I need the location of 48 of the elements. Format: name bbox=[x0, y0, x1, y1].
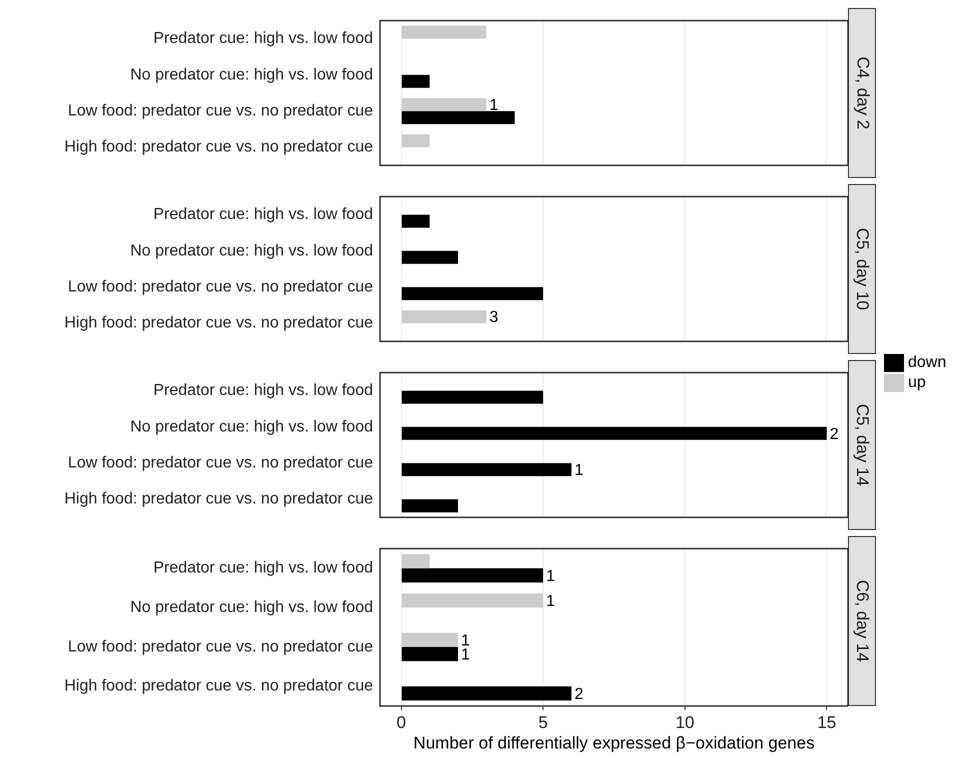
bar bbox=[402, 593, 544, 608]
bar bbox=[402, 250, 458, 264]
annotation: 2 bbox=[830, 426, 839, 443]
y-tick-label: No predator cue: high vs. low food bbox=[130, 418, 373, 436]
y-tick-label: Low food: predator cue vs. no predator cue bbox=[68, 638, 374, 656]
bar bbox=[402, 463, 572, 476]
x-tick-label: 5 bbox=[538, 712, 548, 732]
y-tick-label: Predator cue: high vs. low food bbox=[153, 206, 373, 224]
x-tick-label: 15 bbox=[817, 712, 836, 732]
bar bbox=[402, 632, 458, 647]
y-tick-label: Predator cue: high vs. low food bbox=[153, 560, 373, 577]
bar bbox=[402, 390, 544, 404]
y-tick-label: High food: predator cue vs. no predator cue bbox=[64, 138, 374, 156]
text: C4, day 2 bbox=[852, 56, 872, 130]
y-tick-label: Low food: predator cue vs. no predator cue bbox=[68, 454, 374, 472]
bar bbox=[402, 568, 544, 582]
bar bbox=[402, 310, 486, 324]
annotation: 2 bbox=[574, 686, 584, 703]
y-tick-label: No predator cue: high vs. low food bbox=[130, 599, 373, 616]
bar bbox=[402, 426, 827, 440]
text: C5, day 14 bbox=[852, 404, 872, 486]
annotation: 1 bbox=[546, 568, 556, 585]
y-tick-label: Low food: predator cue vs. no predator cue bbox=[68, 278, 374, 296]
y-tick-label: High food: predator cue vs. no predator cue bbox=[64, 314, 374, 332]
y-tick-label: Low food: predator cue vs. no predator cue bbox=[68, 102, 374, 120]
y-tick-label: Predator cue: high vs. low food bbox=[153, 30, 373, 48]
bar bbox=[402, 214, 430, 228]
annotation: 1 bbox=[546, 592, 556, 610]
bar bbox=[402, 646, 458, 662]
x-tick-label: 10 bbox=[675, 712, 694, 732]
y-tick-label: No predator cue: high vs. low food bbox=[130, 66, 373, 84]
text: C6, day 14 bbox=[852, 580, 872, 662]
bar bbox=[402, 554, 430, 568]
legend-label: up bbox=[908, 374, 926, 392]
legend-label: down bbox=[908, 354, 946, 372]
y-tick-label: High food: predator cue vs. no predator cue bbox=[64, 678, 374, 695]
y-tick-label: No predator cue: high vs. low food bbox=[130, 242, 373, 260]
x-axis-title: Number of differentially expressed β−oxidation genes bbox=[413, 733, 815, 752]
y-tick-label: High food: predator cue vs. no predator cue bbox=[64, 490, 374, 508]
bar bbox=[402, 686, 572, 700]
text: C5, day 10 bbox=[852, 228, 872, 310]
bar bbox=[402, 287, 544, 300]
y-tick-label: Predator cue: high vs. low food bbox=[153, 382, 373, 400]
annotation: 3 bbox=[489, 309, 498, 326]
annotation: 1 bbox=[489, 96, 498, 114]
annotation: 1 bbox=[574, 462, 584, 480]
x-tick-label: 0 bbox=[396, 712, 406, 732]
bar bbox=[402, 499, 458, 512]
